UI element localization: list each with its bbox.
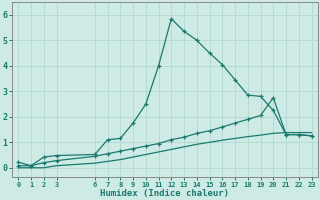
X-axis label: Humidex (Indice chaleur): Humidex (Indice chaleur): [100, 189, 229, 198]
